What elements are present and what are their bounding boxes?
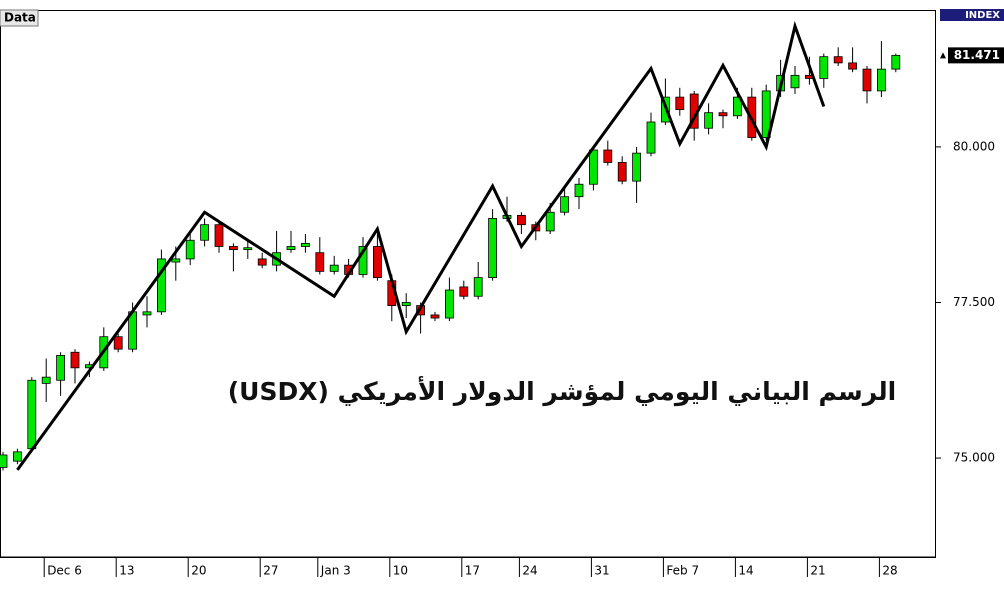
candle-body: [200, 224, 210, 241]
candle-body: [761, 90, 771, 138]
x-tick-label: 13: [119, 564, 134, 578]
candle-body: [459, 286, 469, 297]
candle-body: [257, 258, 267, 266]
last-price-label: 81.471: [954, 48, 1000, 62]
x-tick-label: 27: [263, 564, 278, 578]
candle-body: [41, 376, 51, 384]
x-tick-label: 21: [810, 564, 825, 578]
x-tick-label: Dec 6: [47, 564, 82, 578]
candle-body: [877, 68, 886, 92]
candle-body: [243, 247, 253, 250]
candle-body: [848, 62, 857, 70]
candle-body: [862, 68, 872, 92]
candle-body: [329, 264, 339, 272]
symbol-label: INDEX: [965, 10, 1000, 21]
candle-body: [704, 112, 713, 129]
last-price-arrow: [940, 52, 946, 59]
annotation: الرسم البياني اليومي لمؤشر الدولار الأمر…: [228, 376, 897, 407]
candle-body: [891, 54, 901, 70]
candle-body: [185, 239, 195, 260]
candle-body: [70, 351, 80, 369]
candle-body: [517, 214, 526, 226]
candle-body: [603, 149, 613, 163]
candle-body: [574, 183, 584, 198]
candle-body: [113, 336, 123, 350]
x-tick-label: 28: [882, 564, 897, 578]
candle-body: [372, 246, 382, 278]
x-tick-label: 31: [594, 564, 609, 578]
x-tick-label: Jan 3: [320, 564, 351, 578]
candle-body: [545, 211, 555, 232]
candle-body: [733, 96, 742, 117]
candle-body: [286, 246, 296, 250]
candle-body: [171, 258, 181, 263]
zigzag-line: [16, 20, 826, 471]
candle-body: [401, 302, 411, 306]
candle-body: [589, 149, 598, 185]
plot-area: [0, 20, 901, 471]
candle-body: [632, 152, 641, 182]
x-tick-label: 14: [738, 564, 753, 578]
candle-body: [142, 311, 152, 316]
candle-body: [156, 258, 166, 313]
corner-label: Data: [4, 11, 36, 25]
candle-body: [718, 112, 728, 117]
candle-body: [358, 246, 368, 275]
candle-body: [488, 218, 498, 278]
x-tick-label: 10: [393, 564, 408, 578]
candle-body: [833, 56, 843, 64]
candle-body: [228, 246, 238, 250]
candle-body: [819, 56, 829, 79]
x-tick-label: 17: [465, 564, 480, 578]
candle-body: [790, 74, 800, 89]
y-tick-label: 77.500: [953, 295, 995, 309]
candle-body: [27, 379, 37, 450]
candle-body: [430, 314, 440, 319]
candle-body: [214, 224, 224, 247]
candle-body: [675, 96, 685, 110]
candle-body: [560, 196, 569, 213]
candle-body: [646, 121, 656, 154]
symbol-label-box: [940, 9, 1004, 21]
candle-body: [300, 242, 310, 247]
candle-body: [473, 277, 483, 297]
candle-body: [12, 451, 22, 462]
candle-body: [617, 162, 627, 182]
last-price-box: [948, 47, 1004, 64]
x-tick-label: 24: [522, 564, 537, 578]
candle-body: [315, 252, 325, 272]
x-tick-label: 20: [191, 564, 206, 578]
y-tick-label: 75.000: [953, 451, 995, 465]
y-tick-label: 80.000: [953, 139, 995, 153]
candle-body: [56, 354, 65, 381]
candle-body: [0, 454, 8, 468]
candle-body: [444, 289, 454, 319]
x-tick-label: Feb 7: [666, 564, 699, 578]
corner-label-box: [0, 9, 39, 27]
